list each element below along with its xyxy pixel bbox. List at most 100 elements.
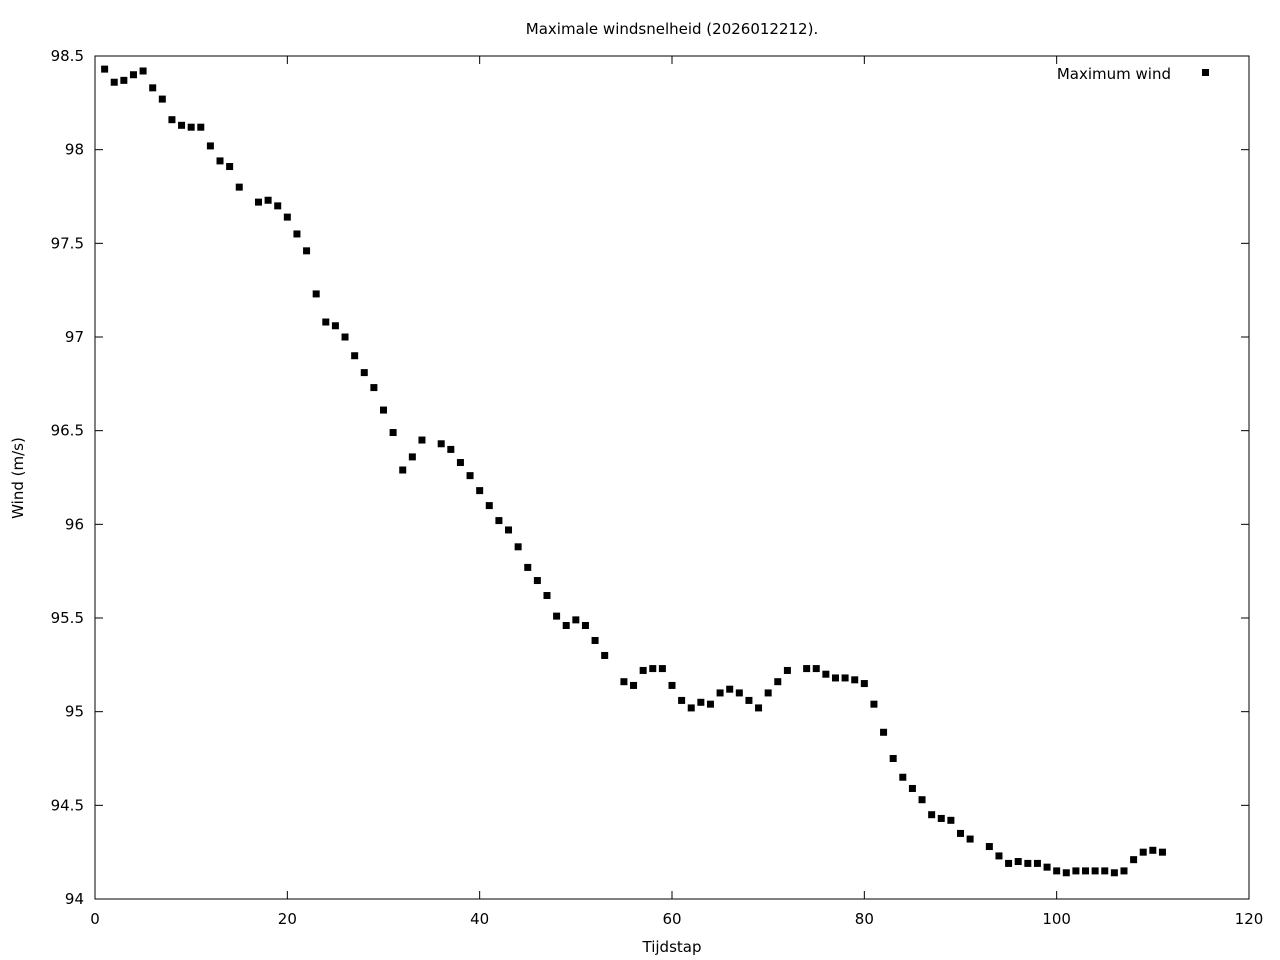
data-point bbox=[947, 816, 955, 824]
chart-title: Maximale windsnelheid (2026012212). bbox=[526, 20, 818, 38]
data-point bbox=[466, 472, 474, 480]
legend-label: Maximum wind bbox=[1057, 65, 1171, 83]
y-tick-label: 97.5 bbox=[51, 234, 84, 252]
data-point bbox=[764, 689, 772, 697]
data-point bbox=[1062, 869, 1070, 877]
data-point bbox=[1130, 856, 1138, 864]
data-point bbox=[928, 811, 936, 819]
data-point bbox=[995, 852, 1003, 860]
data-point bbox=[226, 163, 234, 171]
data-point bbox=[505, 526, 513, 534]
data-point bbox=[293, 230, 301, 238]
data-point bbox=[1091, 867, 1099, 875]
data-point bbox=[418, 436, 426, 444]
data-points bbox=[101, 65, 1166, 877]
data-point bbox=[1110, 869, 1118, 877]
data-point bbox=[562, 621, 570, 629]
data-point bbox=[216, 157, 224, 165]
data-point bbox=[822, 670, 830, 678]
data-point bbox=[370, 384, 378, 392]
data-point bbox=[870, 700, 878, 708]
data-point bbox=[476, 487, 484, 495]
data-point bbox=[687, 704, 695, 712]
data-point bbox=[1043, 863, 1051, 871]
data-point bbox=[716, 689, 724, 697]
data-point bbox=[803, 665, 811, 673]
data-point bbox=[1005, 859, 1013, 867]
data-point bbox=[1149, 846, 1157, 854]
data-point bbox=[899, 773, 907, 781]
data-point bbox=[389, 429, 397, 437]
data-point bbox=[351, 352, 359, 360]
data-point bbox=[139, 67, 147, 75]
data-point bbox=[774, 678, 782, 686]
data-point bbox=[178, 121, 186, 129]
x-tick-label: 60 bbox=[662, 910, 681, 928]
plot-area-frame bbox=[94, 55, 1250, 900]
data-point bbox=[1033, 859, 1041, 867]
x-axis: 0 20 40 60 80 100 120 bbox=[90, 56, 1263, 928]
y-tick-label: 95.5 bbox=[51, 609, 84, 627]
data-point bbox=[812, 665, 820, 673]
data-point bbox=[697, 698, 705, 706]
data-point bbox=[1024, 859, 1032, 867]
data-point bbox=[129, 71, 137, 79]
data-point bbox=[649, 665, 657, 673]
data-point bbox=[514, 543, 522, 551]
data-point bbox=[1139, 848, 1147, 856]
data-point bbox=[254, 198, 262, 206]
y-tick-label: 98 bbox=[65, 141, 84, 159]
data-point bbox=[399, 466, 407, 474]
data-point bbox=[937, 814, 945, 822]
data-point bbox=[620, 678, 628, 686]
data-point bbox=[495, 517, 503, 525]
data-point bbox=[918, 796, 926, 804]
data-point bbox=[639, 666, 647, 674]
data-point bbox=[601, 651, 609, 659]
data-point bbox=[360, 369, 368, 377]
data-point bbox=[851, 676, 859, 684]
data-point bbox=[524, 563, 532, 571]
x-axis-label: Tijdstap bbox=[642, 938, 702, 956]
data-point bbox=[966, 835, 974, 843]
legend: Maximum wind bbox=[1057, 65, 1209, 83]
data-point bbox=[312, 290, 320, 298]
data-point bbox=[678, 696, 686, 704]
y-tick-label: 98.5 bbox=[51, 47, 84, 65]
x-tick-label: 0 bbox=[90, 910, 100, 928]
data-point bbox=[572, 616, 580, 624]
data-point bbox=[985, 843, 993, 851]
data-point bbox=[283, 213, 291, 221]
data-point bbox=[235, 183, 243, 191]
data-point bbox=[745, 696, 753, 704]
data-point bbox=[168, 116, 176, 124]
data-point bbox=[322, 318, 330, 326]
data-point bbox=[668, 681, 676, 689]
data-point bbox=[706, 700, 714, 708]
data-point bbox=[755, 704, 763, 712]
data-point bbox=[110, 78, 118, 86]
data-point bbox=[726, 685, 734, 693]
data-point bbox=[264, 196, 272, 204]
x-tick-label: 20 bbox=[278, 910, 297, 928]
data-point bbox=[206, 142, 214, 150]
data-point bbox=[1014, 858, 1022, 866]
y-tick-label: 97 bbox=[65, 328, 84, 346]
data-point bbox=[303, 247, 311, 255]
data-point bbox=[735, 689, 743, 697]
x-tick-label: 100 bbox=[1042, 910, 1071, 928]
legend-marker bbox=[1202, 69, 1209, 76]
data-point bbox=[341, 333, 349, 341]
data-point bbox=[187, 123, 195, 131]
data-point bbox=[860, 680, 868, 688]
data-point bbox=[908, 784, 916, 792]
y-tick-label: 95 bbox=[65, 703, 84, 721]
data-point bbox=[783, 666, 791, 674]
y-axis-label: Wind (m/s) bbox=[9, 437, 27, 519]
x-tick-label: 80 bbox=[855, 910, 874, 928]
data-point bbox=[658, 665, 666, 673]
data-point bbox=[581, 621, 589, 629]
data-point bbox=[1053, 867, 1061, 875]
data-point bbox=[1101, 867, 1109, 875]
